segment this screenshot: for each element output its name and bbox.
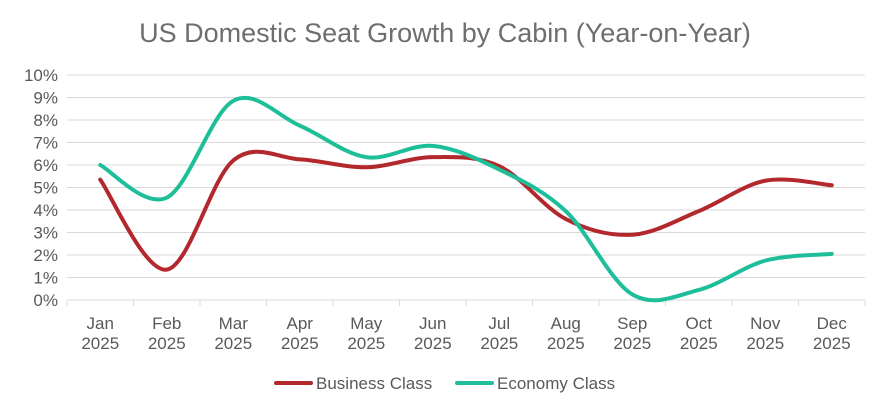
y-tick-label: 9% [33, 89, 58, 108]
x-tick-label-month: Oct [686, 314, 713, 333]
y-tick-label: 10% [24, 66, 58, 85]
y-tick-label: 6% [33, 156, 58, 175]
chart-title: US Domestic Seat Growth by Cabin (Year-o… [139, 18, 751, 48]
x-tick-label-month: Jun [419, 314, 446, 333]
y-axis-ticks: 0% 1% 2% 3% 4% 5% 6% 7% 8% 9% 10% [24, 66, 58, 310]
x-tick-label-month: Aug [551, 314, 581, 333]
x-tick-label-year: 2025 [347, 334, 385, 353]
x-tick-label-month: Sep [617, 314, 647, 333]
x-tick-label-month: May [350, 314, 383, 333]
y-tick-label: 8% [33, 111, 58, 130]
x-tick-label-year: 2025 [813, 334, 851, 353]
x-axis-ticks: Jan2025Feb2025Mar2025Apr2025May2025Jun20… [81, 314, 850, 353]
x-tick-label-year: 2025 [480, 334, 518, 353]
y-tick-label: 5% [33, 179, 58, 198]
series-line-economy-class [98, 95, 834, 303]
y-tick-label: 4% [33, 201, 58, 220]
x-tick-label-month: Feb [152, 314, 181, 333]
x-tick-label-year: 2025 [547, 334, 585, 353]
x-tick-label-year: 2025 [680, 334, 718, 353]
x-tick-label-year: 2025 [746, 334, 784, 353]
y-tick-label: 7% [33, 134, 58, 153]
legend-label-business-class: Business Class [316, 374, 432, 393]
y-tick-label: 3% [33, 224, 58, 243]
y-tick-label: 2% [33, 246, 58, 265]
x-tick-label-month: Jul [488, 314, 510, 333]
x-tick-label-year: 2025 [414, 334, 452, 353]
legend: Business Class Economy Class [274, 374, 615, 393]
x-tick-label-year: 2025 [281, 334, 319, 353]
y-tick-label: 0% [33, 291, 58, 310]
x-tick-label-month: Dec [817, 314, 848, 333]
x-tick-label-month: Jan [87, 314, 114, 333]
x-tick-label-year: 2025 [613, 334, 651, 353]
x-tick-label-month: Mar [219, 314, 249, 333]
legend-label-economy-class: Economy Class [497, 374, 615, 393]
series-lines [98, 95, 834, 303]
x-tick-label-month: Apr [287, 314, 314, 333]
x-tick-label-year: 2025 [81, 334, 119, 353]
x-tick-label-month: Nov [750, 314, 781, 333]
y-tick-label: 1% [33, 269, 58, 288]
gridlines [66, 74, 866, 306]
x-tick-label-year: 2025 [148, 334, 186, 353]
x-tick-label-year: 2025 [214, 334, 252, 353]
series-line-business-class [98, 149, 834, 272]
